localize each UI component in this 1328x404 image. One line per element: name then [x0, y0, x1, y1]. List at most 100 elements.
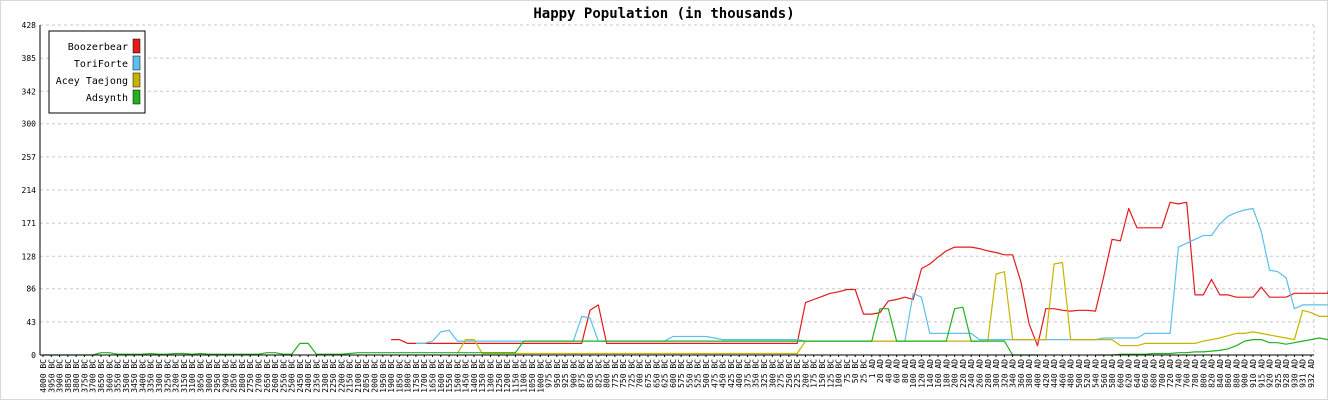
- x-tick-label: 740 AD: [1174, 359, 1183, 388]
- legend-items: Boozerbear ToriForte Acey Taejong Adsynth: [56, 38, 141, 105]
- x-tick-label: 700 AD: [1158, 359, 1167, 388]
- x-tick-label: 1350 BC: [478, 359, 487, 393]
- x-tick-label: 915 AD: [1257, 359, 1266, 388]
- chart-title: Happy Population (in thousands): [533, 6, 794, 22]
- x-tick-label: 2000 BC: [371, 359, 380, 393]
- x-tick-label: 480 AD: [1067, 359, 1076, 388]
- x-tick-label: 600 AD: [1116, 359, 1125, 388]
- x-tick-label: 3850 BC: [64, 359, 73, 393]
- x-tick-label: 910 AD: [1249, 359, 1258, 388]
- x-tick-label: 620 AD: [1125, 359, 1134, 388]
- x-tick-label: 1250 BC: [495, 359, 504, 393]
- x-tick-label: 925 AD: [1274, 359, 1283, 388]
- x-tick-label: 1550 BC: [445, 359, 454, 393]
- x-tick-label: 400 AD: [1034, 359, 1043, 388]
- x-tick-label: 3300 BC: [155, 359, 164, 393]
- x-tick-label: 875 BC: [578, 359, 587, 388]
- x-tick-label: 275 BC: [777, 359, 786, 388]
- x-tick-label: 100 AD: [909, 359, 918, 388]
- x-tick-label: 3500 BC: [122, 359, 131, 393]
- x-tick-label: 540 AD: [1092, 359, 1101, 388]
- x-tick-label: 660 AD: [1141, 359, 1150, 388]
- x-axis-ticks: 4000 BC 3950 BC 3900 BC 3850 BC 3800 BC 3750 …: [39, 355, 1316, 393]
- x-tick-label: 520 AD: [1083, 359, 1092, 388]
- legend-swatch: [132, 89, 141, 105]
- x-tick-label: 500 BC: [702, 359, 711, 388]
- x-tick-label: 600 BC: [669, 359, 678, 388]
- x-tick-label: 160 AD: [934, 359, 943, 388]
- series-lines: [43, 201, 1328, 356]
- x-tick-label: 760 AD: [1183, 359, 1192, 388]
- x-tick-label: 580 AD: [1108, 359, 1117, 388]
- x-tick-label: 2450 BC: [296, 359, 305, 393]
- x-tick-label: 1150 BC: [511, 359, 520, 393]
- series-line-adsynth: [43, 306, 1328, 356]
- legend-swatch: [132, 72, 141, 88]
- x-tick-label: 25 BC: [859, 359, 868, 383]
- x-tick-label: 150 BC: [818, 359, 827, 388]
- x-tick-label: 3250 BC: [163, 359, 172, 393]
- x-tick-label: 775 BC: [611, 359, 620, 388]
- x-tick-label: 975 BC: [545, 359, 554, 388]
- y-tick-label: 385: [22, 54, 37, 63]
- x-tick-label: 625 BC: [661, 359, 670, 388]
- x-tick-label: 950 BC: [553, 359, 562, 388]
- x-tick-label: 1500 BC: [453, 359, 462, 393]
- x-tick-label: 1450 BC: [462, 359, 471, 393]
- x-tick-label: 3650 BC: [97, 359, 106, 393]
- x-tick-label: 320 AD: [1000, 359, 1009, 388]
- y-tick-label: 171: [22, 219, 37, 228]
- x-tick-label: 1700 BC: [420, 359, 429, 393]
- x-tick-label: 500 AD: [1075, 359, 1084, 388]
- x-tick-label: 3900 BC: [56, 359, 65, 393]
- x-tick-label: 640 AD: [1133, 359, 1142, 388]
- x-tick-label: 75 BC: [843, 359, 852, 383]
- x-tick-label: 3100 BC: [188, 359, 197, 393]
- x-tick-label: 1750 BC: [412, 359, 421, 393]
- x-tick-label: 3750 BC: [80, 359, 89, 393]
- x-tick-label: 928 AD: [1282, 359, 1291, 388]
- x-tick-label: 525 BC: [694, 359, 703, 388]
- x-tick-label: 2100 BC: [354, 359, 363, 393]
- x-tick-label: 1 AD: [868, 359, 877, 378]
- legend-swatch: [132, 38, 141, 54]
- x-tick-label: 200 AD: [951, 359, 960, 388]
- x-tick-label: 860 AD: [1224, 359, 1233, 388]
- x-tick-label: 825 BC: [594, 359, 603, 388]
- x-tick-label: 680 AD: [1150, 359, 1159, 388]
- x-tick-label: 125 BC: [826, 359, 835, 388]
- x-tick-label: 725 BC: [627, 359, 636, 388]
- y-tick-label: 43: [26, 318, 36, 327]
- legend-label: Acey Taejong: [56, 76, 128, 87]
- x-tick-label: 475 BC: [710, 359, 719, 388]
- x-tick-label: 2400 BC: [304, 359, 313, 393]
- x-tick-label: 2500 BC: [288, 359, 297, 393]
- x-tick-label: 2950 BC: [213, 359, 222, 393]
- x-tick-label: 560 AD: [1100, 359, 1109, 388]
- x-tick-label: 200 BC: [801, 359, 810, 388]
- x-tick-label: 2550 BC: [279, 359, 288, 393]
- x-tick-label: 1000 BC: [536, 359, 545, 393]
- x-tick-label: 80 AD: [901, 359, 910, 383]
- x-tick-label: 931 AD: [1299, 359, 1308, 388]
- x-tick-label: 925 BC: [561, 359, 570, 388]
- x-tick-label: 800 BC: [603, 359, 612, 388]
- x-tick-label: 240 AD: [967, 359, 976, 388]
- x-tick-label: 675 BC: [644, 359, 653, 388]
- x-tick-label: 175 BC: [810, 359, 819, 388]
- x-tick-label: 550 BC: [685, 359, 694, 388]
- x-tick-label: 1850 BC: [395, 359, 404, 393]
- y-tick-label: 300: [22, 120, 37, 129]
- x-tick-label: 460 AD: [1058, 359, 1067, 388]
- x-tick-label: 3050 BC: [196, 359, 205, 393]
- x-tick-label: 425 BC: [727, 359, 736, 388]
- x-tick-label: 880 AD: [1232, 359, 1241, 388]
- x-tick-label: 50 BC: [851, 359, 860, 383]
- x-tick-label: 720 AD: [1166, 359, 1175, 388]
- x-tick-label: 2050 BC: [362, 359, 371, 393]
- x-tick-label: 20 AD: [876, 359, 885, 383]
- x-tick-label: 2600 BC: [271, 359, 280, 393]
- x-tick-label: 120 AD: [917, 359, 926, 388]
